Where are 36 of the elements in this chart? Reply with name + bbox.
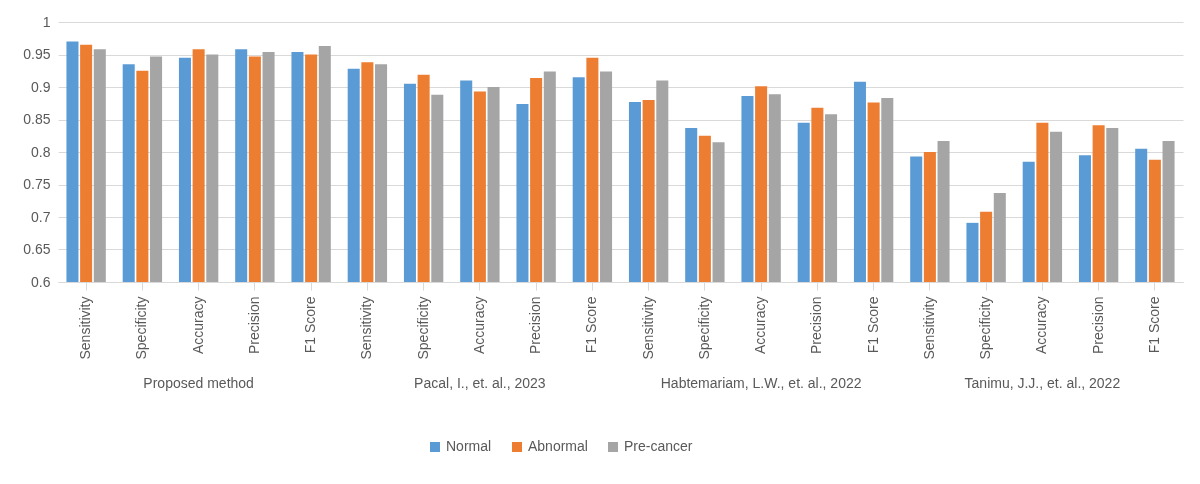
y-tick-label: 0.65 <box>23 241 51 257</box>
text: Proposed method <box>143 375 254 391</box>
x-tick-label: F1 Score <box>302 296 319 354</box>
x-tick-label: Sensitivity <box>358 296 375 360</box>
x-tick-label: Precision <box>527 296 544 355</box>
x-tick-label: Specificity <box>695 296 712 360</box>
x-tick-label: Accuracy <box>1033 296 1050 355</box>
y-tick-label: 1 <box>42 13 51 30</box>
x-tick-label: F1 Score <box>1145 296 1162 354</box>
y-tick-label: 0.8 <box>31 143 51 160</box>
text: Habtemariam, L.W., et. al., 2022 <box>660 375 862 391</box>
y-tick-label: 0.75 <box>23 176 51 192</box>
text: Tanimu, J.J., et. al., 2022 <box>964 375 1121 391</box>
x-tick-label: Precision <box>808 296 825 355</box>
y-tick-label: 0.85 <box>23 111 51 127</box>
legend-label: Normal <box>446 438 492 454</box>
y-tick-label: 0.9 <box>31 78 51 95</box>
x-tick-label: Sensitivity <box>77 296 94 360</box>
x-tick-label: Accuracy <box>189 296 206 355</box>
x-tick-label: Precision <box>245 296 262 355</box>
x-tick-label: F1 Score <box>864 296 881 354</box>
x-tick-label: Specificity <box>133 296 150 360</box>
text: Pacal, I., et. al., 2023 <box>414 375 546 391</box>
x-tick-label: F1 Score <box>583 296 600 354</box>
x-tick-label: Sensitivity <box>639 296 656 360</box>
x-tick-label: Specificity <box>414 296 431 360</box>
y-tick-label: 0.6 <box>31 273 51 290</box>
legend-label: Abnormal <box>528 438 588 454</box>
legend-label: Pre-cancer <box>624 438 693 454</box>
x-tick-label: Sensitivity <box>920 296 937 360</box>
x-tick-label: Accuracy <box>470 296 487 355</box>
x-tick-label: Accuracy <box>752 296 769 355</box>
y-tick-label: 0.7 <box>31 208 51 225</box>
x-tick-label: Precision <box>1089 296 1106 355</box>
y-tick-label: 0.95 <box>23 46 51 62</box>
x-tick-label: Specificity <box>977 296 994 360</box>
